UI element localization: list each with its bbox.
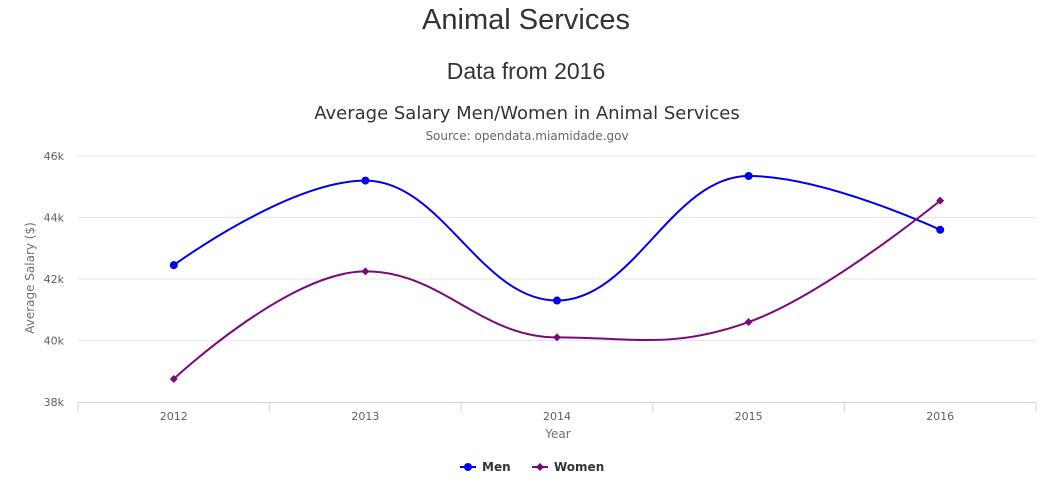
data-point[interactable]	[744, 318, 753, 327]
axes: 38k 40k 42k 44k 46k 2012 2013 2014 2015 2016	[44, 150, 1037, 423]
legend-label: Women	[554, 460, 604, 474]
data-point[interactable]	[169, 374, 178, 383]
series-women[interactable]	[169, 196, 945, 383]
x-tick-label: 2015	[735, 410, 763, 423]
legend-item-women[interactable]: Women	[532, 460, 604, 474]
data-point[interactable]	[361, 176, 370, 185]
y-tick-label: 46k	[44, 150, 65, 163]
data-point[interactable]	[553, 296, 561, 305]
x-tick-label: 2014	[543, 410, 571, 423]
data-point[interactable]	[361, 267, 370, 276]
legend-label: Men	[482, 460, 511, 474]
data-point[interactable]	[936, 196, 945, 205]
x-tick-label: 2013	[351, 410, 379, 423]
page-subtitle: Data from 2016	[446, 58, 606, 84]
page-title: Animal Services	[422, 4, 630, 36]
legend-marker	[464, 463, 472, 471]
data-point[interactable]	[744, 171, 753, 180]
y-axis-title: Average Salary ($)	[23, 222, 37, 334]
y-tick-label: 44k	[44, 212, 65, 225]
series-line-women	[173, 199, 941, 380]
data-point[interactable]	[936, 225, 945, 234]
chart-subtitle: Source: opendata.miamidade.gov	[425, 129, 628, 143]
series-layer	[169, 171, 945, 383]
legend[interactable]: Men Women	[460, 460, 604, 474]
x-axis-title: Year	[544, 427, 570, 441]
legend-marker	[536, 463, 544, 471]
data-point[interactable]	[169, 261, 178, 270]
legend-item-men[interactable]: Men	[460, 460, 511, 474]
x-tick-label: 2016	[926, 410, 954, 423]
chart-title: Average Salary Men/Women in Animal Servi…	[314, 103, 740, 124]
grid-lines	[78, 155, 1036, 341]
x-tick-label: 2012	[160, 410, 188, 423]
data-point[interactable]	[553, 333, 561, 342]
y-tick-label: 42k	[44, 273, 65, 286]
y-tick-label: 38k	[44, 396, 65, 409]
series-men[interactable]	[169, 171, 945, 305]
y-tick-label: 40k	[44, 335, 65, 348]
